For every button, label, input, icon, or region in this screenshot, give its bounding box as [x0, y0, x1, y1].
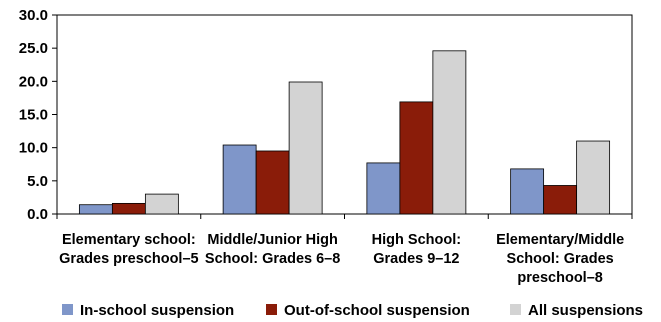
x-category-label: School: Grades	[507, 251, 614, 267]
bar-in-school-suspension-0	[78, 204, 113, 215]
y-tick-label: 30.0	[19, 7, 48, 24]
bar-all-suspensions-0	[144, 193, 179, 215]
y-axis: 0.0 5.0 10.0 15.0 20.0 25.0 30.0	[19, 7, 57, 223]
legend-label: Out-of-school suspension	[284, 302, 470, 319]
bar-in-school-suspension-2	[366, 162, 401, 215]
x-category-label: Grades preschool–5	[59, 251, 198, 267]
bar-out-of-school-suspension-3	[543, 185, 578, 215]
bar-all-suspensions-2	[432, 50, 467, 215]
legend-swatch	[266, 304, 277, 315]
x-category-label: Middle/Junior High	[207, 232, 338, 248]
x-category-label: School: Grades 6–8	[205, 251, 340, 267]
x-axis: Elementary school: Grades preschool–5 Midd…	[56, 214, 633, 286]
legend-swatch	[62, 304, 73, 315]
x-category-label: preschool–8	[517, 270, 602, 286]
x-category-label: Elementary school:	[62, 232, 196, 248]
plot-frame	[56, 14, 633, 215]
bar-out-of-school-suspension-2	[399, 101, 434, 215]
legend-label: All suspensions	[528, 302, 643, 319]
bar-out-of-school-suspension-1	[255, 150, 290, 215]
legend-swatch	[510, 304, 521, 315]
x-category-label: Grades 9–12	[373, 251, 459, 267]
legend: In-school suspension Out-of-school suspen…	[62, 302, 643, 319]
bars	[78, 50, 611, 215]
bar-in-school-suspension-3	[510, 168, 545, 215]
y-tick-label: 25.0	[19, 40, 48, 57]
legend-label: In-school suspension	[80, 302, 234, 319]
plot-area	[56, 14, 633, 215]
x-category-label: High School:	[372, 232, 461, 248]
y-tick-label: 20.0	[19, 73, 48, 90]
bar-all-suspensions-3	[576, 140, 611, 215]
y-tick-label: 10.0	[19, 140, 48, 157]
bar-all-suspensions-1	[288, 81, 323, 215]
y-tick-label: 15.0	[19, 107, 48, 124]
y-tick-label: 0.0	[27, 206, 48, 223]
y-tick-label: 5.0	[27, 173, 48, 190]
x-category-label: Elementary/Middle	[496, 232, 624, 248]
bar-out-of-school-suspension-0	[111, 202, 146, 215]
bar-in-school-suspension-1	[222, 144, 257, 215]
